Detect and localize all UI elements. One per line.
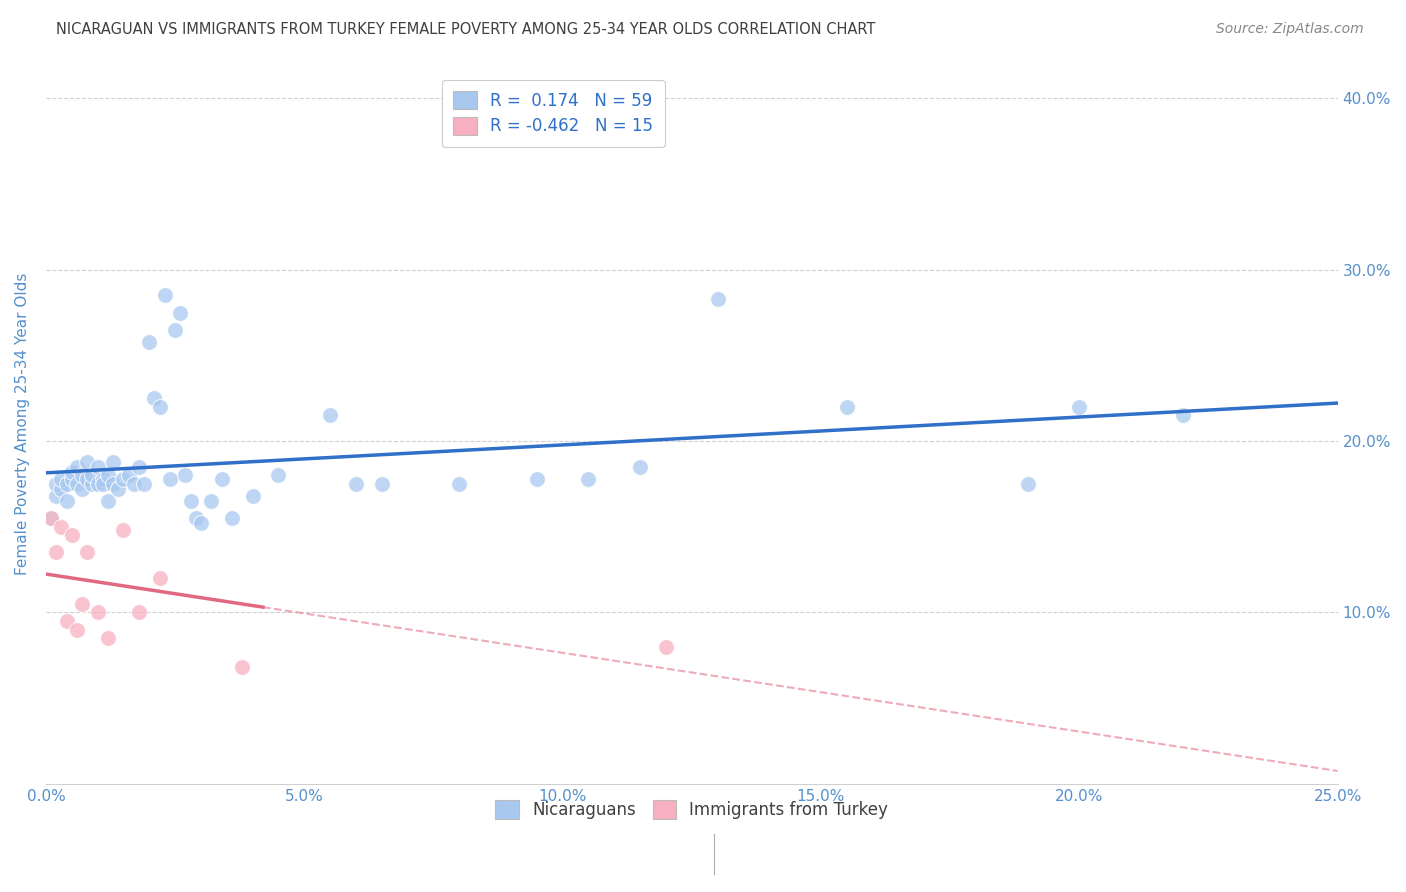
Point (45, 476, 67, 491)
Point (371, 476, 394, 491)
Point (211, 472, 233, 486)
Point (39, 511, 62, 525)
Point (184, 511, 207, 525)
Point (128, 606, 150, 620)
Point (526, 472, 548, 486)
Point (60, 472, 83, 486)
Point (82, 468, 104, 483)
Point (45, 545, 67, 559)
Point (138, 334, 160, 349)
Point (578, 472, 600, 486)
Point (835, 400, 858, 414)
Point (112, 523, 135, 537)
Point (51, 482, 73, 496)
Point (449, 476, 471, 491)
Point (242, 489, 264, 503)
Point (200, 494, 222, 508)
Point (86, 476, 108, 491)
Point (134, 476, 156, 491)
Point (128, 459, 150, 474)
Point (149, 400, 172, 414)
Point (101, 454, 124, 468)
Point (70, 597, 93, 611)
Point (117, 468, 139, 483)
Point (51, 472, 73, 486)
Point (86, 459, 108, 474)
Point (149, 571, 172, 585)
Point (60, 465, 83, 479)
Point (91, 476, 114, 491)
Point (66, 476, 89, 491)
Text: NICARAGUAN VS IMMIGRANTS FROM TURKEY FEMALE POVERTY AMONG 25-34 YEAR OLDS CORREL: NICARAGUAN VS IMMIGRANTS FROM TURKEY FEM… (56, 22, 876, 37)
Point (82, 476, 104, 491)
Point (169, 305, 191, 319)
Point (97, 631, 120, 645)
Point (66, 459, 89, 474)
Point (174, 468, 197, 483)
Point (655, 640, 678, 654)
Point (628, 459, 651, 474)
Text: Source: ZipAtlas.com: Source: ZipAtlas.com (1216, 22, 1364, 37)
Point (39, 511, 62, 525)
Point (66, 623, 89, 637)
Point (55, 494, 77, 508)
Point (97, 494, 120, 508)
Point (112, 472, 135, 486)
Point (344, 476, 367, 491)
Point (231, 660, 253, 674)
Point (221, 511, 243, 525)
Point (107, 482, 129, 496)
Point (76, 454, 98, 468)
Point (55, 614, 77, 628)
Point (122, 476, 145, 491)
Y-axis label: Female Poverty Among 25-34 Year Olds: Female Poverty Among 25-34 Year Olds (15, 273, 30, 575)
Point (153, 288, 176, 302)
Point (51, 519, 73, 533)
Point (45, 489, 67, 503)
Point (190, 516, 212, 531)
Point (70, 482, 93, 496)
Point (70, 468, 93, 483)
Point (165, 323, 187, 337)
Point (76, 545, 98, 559)
Point (159, 472, 181, 486)
Point (319, 409, 342, 423)
Point (706, 292, 728, 306)
Point (55, 476, 77, 491)
Point (76, 472, 98, 486)
Point (86, 606, 108, 620)
Point (1171, 409, 1194, 423)
Point (101, 476, 124, 491)
Point (91, 472, 114, 486)
Point (180, 494, 202, 508)
Point (267, 468, 290, 483)
Point (1017, 476, 1039, 491)
Legend: Nicaraguans, Immigrants from Turkey: Nicaraguans, Immigrants from Turkey (489, 794, 894, 826)
Point (143, 391, 166, 405)
Point (97, 468, 120, 483)
Point (1069, 400, 1091, 414)
Point (60, 528, 83, 542)
